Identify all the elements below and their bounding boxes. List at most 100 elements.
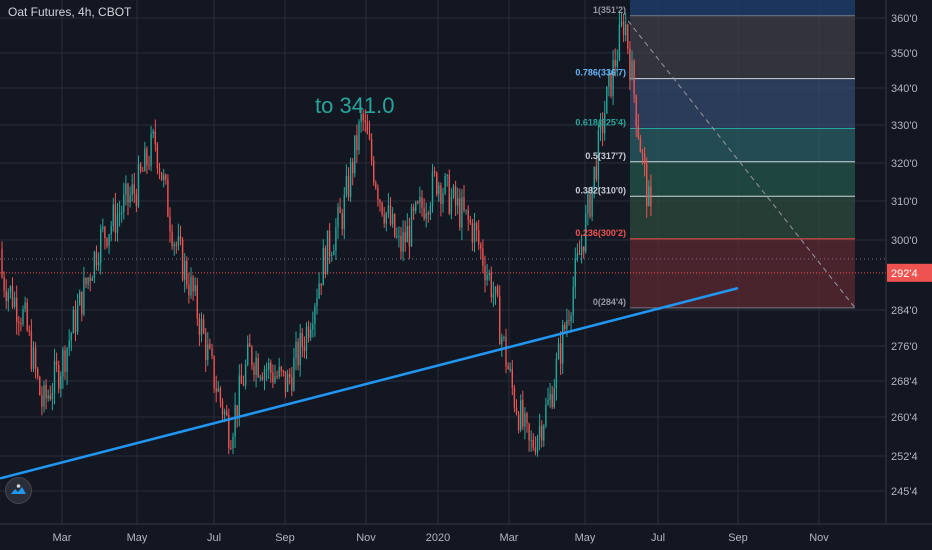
candle-body (343, 194, 345, 230)
y-tick-label: 310'0 (891, 196, 918, 208)
candle-body (381, 202, 383, 215)
candle-body (580, 246, 583, 255)
candle-body (360, 113, 362, 123)
candle-body (102, 226, 104, 229)
candle-body (415, 202, 417, 212)
candle-body (335, 227, 337, 251)
candle-body (538, 425, 541, 438)
candle-body (181, 239, 184, 280)
candle-body (49, 395, 51, 400)
candle-body (3, 277, 5, 291)
candle-body (528, 423, 530, 441)
candle-body (274, 376, 276, 383)
candle-body (444, 175, 446, 194)
y-tick-label: 330'0 (891, 120, 918, 132)
candle-body (114, 204, 117, 233)
candle-body (310, 329, 312, 338)
candle-body (72, 309, 75, 334)
candle-body (427, 213, 429, 215)
candle-body (446, 175, 448, 177)
x-tick-label: May (127, 532, 148, 544)
y-tick-label: 320'0 (891, 158, 918, 170)
candle-body (265, 369, 268, 371)
candle-body (37, 368, 39, 377)
candle-body (131, 184, 133, 195)
candle-body (100, 228, 102, 263)
candle-body (553, 388, 555, 408)
fib-level-label: 1(351'2) (593, 5, 626, 15)
candle-body (421, 197, 423, 208)
candle-body (494, 286, 497, 294)
candle-body (583, 246, 585, 252)
tradingview-logo-icon[interactable] (5, 477, 32, 504)
fib-level-label: 0.382(310'0) (575, 185, 626, 195)
candle-body (295, 341, 297, 359)
candle-body (316, 298, 318, 307)
candle-body (610, 73, 612, 97)
candle-body (457, 198, 459, 206)
candle-body (364, 120, 366, 123)
candle-body (228, 414, 230, 449)
candle-body (198, 318, 201, 336)
candle-body (163, 174, 165, 181)
candle-body (515, 407, 518, 414)
candle-body (524, 413, 526, 427)
fib-zone (630, 161, 855, 197)
candle-body (70, 333, 72, 341)
candle-body (16, 297, 18, 322)
candle-body (125, 183, 127, 195)
candle-body (268, 362, 270, 370)
candle-body (213, 355, 215, 389)
candle-body (74, 309, 77, 333)
candle-body (587, 194, 589, 214)
candle-body (207, 344, 209, 360)
candle-body (87, 277, 89, 285)
candle-body (55, 360, 58, 365)
candle-body (507, 366, 509, 370)
candle-body (64, 350, 66, 373)
candle-body (244, 364, 247, 386)
candle-body (236, 405, 238, 417)
candle-body (532, 439, 534, 448)
candle-body (522, 400, 524, 427)
candle-body (362, 113, 364, 121)
candle-body (133, 184, 135, 194)
candle-body (289, 373, 291, 378)
candle-body (578, 253, 581, 255)
candle-body (305, 326, 308, 351)
candle-body (108, 234, 110, 246)
candle-body (520, 400, 522, 430)
candle-body (463, 197, 465, 211)
candle-body (408, 226, 411, 247)
candle-body (564, 324, 566, 330)
candle-body (373, 160, 375, 183)
candle-body (394, 214, 396, 237)
candle-body (97, 262, 100, 266)
candle-body (24, 302, 26, 310)
candle-body (429, 206, 432, 215)
y-tick-label: 284'0 (891, 305, 918, 317)
candle-body (127, 183, 129, 203)
candle-body (32, 347, 35, 369)
candle-body (293, 358, 295, 391)
candle-body (221, 401, 224, 415)
candle-body (200, 319, 203, 336)
candle-body (146, 148, 148, 166)
candle-body (205, 332, 207, 360)
candle-body (406, 226, 408, 243)
candle-body (562, 324, 564, 364)
candle-body (572, 287, 574, 316)
candle-body (7, 292, 9, 302)
candle-body (465, 209, 467, 211)
candle-body (297, 341, 299, 366)
x-tick-label: Jul (651, 532, 665, 544)
candle-body (39, 376, 41, 396)
current-price-tag (887, 263, 932, 282)
candle-body (593, 166, 595, 187)
candle-body (192, 276, 194, 292)
candle-body (410, 207, 413, 247)
candle-body (144, 148, 146, 172)
candle-body (150, 133, 152, 166)
candle-body (436, 172, 438, 195)
